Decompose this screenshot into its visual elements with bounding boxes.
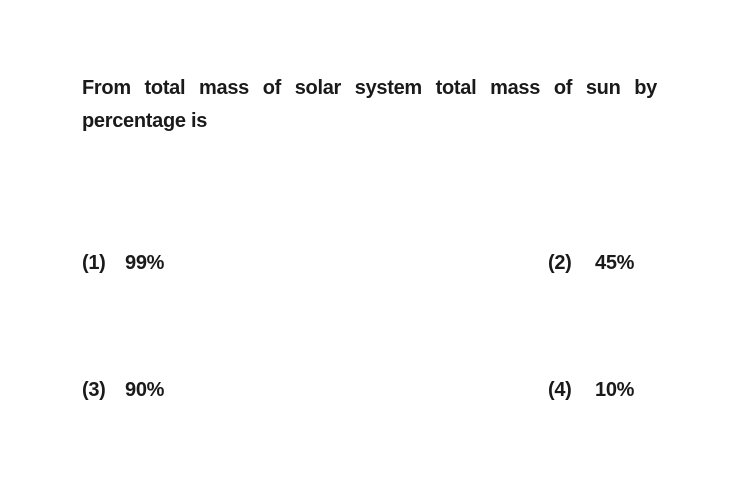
option-number: (1) [82,252,106,274]
option-number: (2) [548,252,572,274]
question: From total mass of solar system total ma… [82,77,657,132]
option-text: 10% [595,379,635,401]
option-number: (3) [82,379,106,401]
option-text: 99% [125,252,165,274]
option-number: (4) [548,379,572,401]
option-text: 90% [125,379,165,401]
option-text: 45% [595,252,635,274]
